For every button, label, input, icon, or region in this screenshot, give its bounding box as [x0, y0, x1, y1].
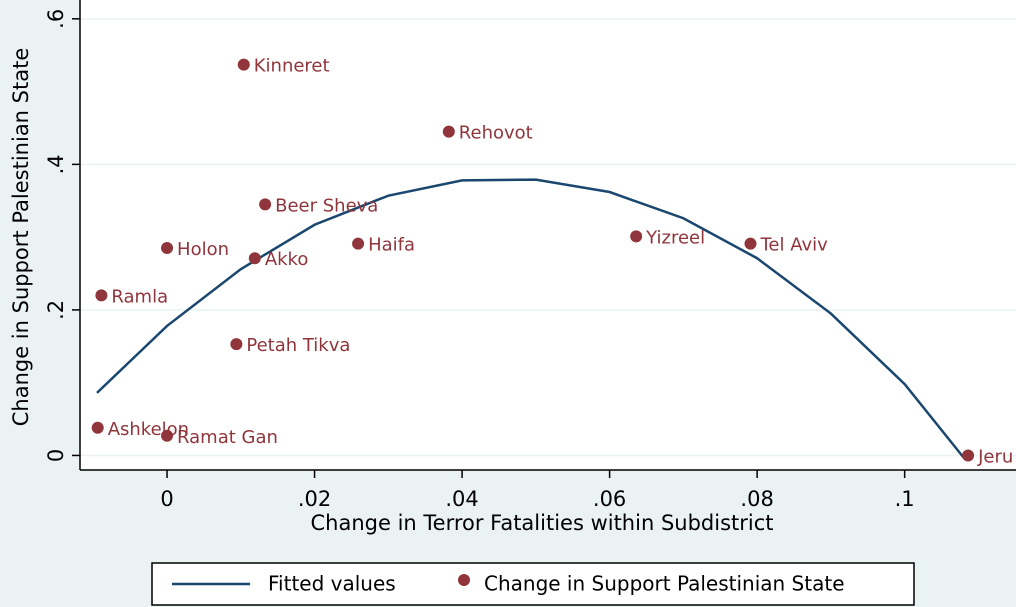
x-tick-label: 0	[160, 487, 173, 511]
point-label: Kinneret	[254, 56, 330, 77]
point	[259, 198, 272, 211]
point-label: Ramat Gan	[177, 427, 278, 448]
plot-area	[80, 0, 1016, 470]
point	[91, 421, 104, 434]
point	[237, 58, 250, 71]
point	[962, 449, 975, 462]
point	[161, 429, 174, 442]
x-tick-label: .06	[593, 487, 626, 511]
point-label: Jeru	[977, 446, 1013, 467]
y-tick-label: .4	[44, 154, 68, 174]
point-label: Rehovot	[459, 123, 533, 144]
legend-label: Fitted values	[268, 572, 396, 596]
x-tick-label: .1	[895, 487, 915, 511]
point	[248, 252, 261, 265]
point-label: Akko	[265, 249, 309, 270]
point-label: Yizreel	[645, 227, 705, 248]
x-tick-label: .04	[445, 487, 478, 511]
point	[442, 125, 455, 138]
y-tick-label: .2	[44, 300, 68, 320]
y-tick-label: 0	[44, 449, 68, 462]
point	[744, 237, 757, 250]
fitted-line	[96, 178, 965, 459]
point	[95, 289, 108, 302]
point-label: Holon	[177, 239, 229, 260]
legend-box	[151, 562, 915, 606]
legend-marker	[458, 574, 470, 586]
point	[630, 230, 643, 243]
point-label: Tel Aviv	[759, 235, 828, 256]
x-tick-label: .02	[298, 487, 331, 511]
y-axis-title: Change in Support Palestinian State	[9, 48, 33, 427]
point-label: Petah Tikva	[246, 335, 350, 356]
legend-label: Change in Support Palestinian State	[484, 572, 845, 596]
x-tick-label: .08	[740, 487, 773, 511]
point	[230, 338, 243, 351]
point	[352, 237, 365, 250]
point-label: Ramla	[111, 286, 168, 307]
y-tick-label: .6	[44, 9, 68, 29]
point-label: Haifa	[368, 235, 415, 256]
point-label: Beer Sheva	[275, 195, 378, 216]
point	[161, 242, 174, 255]
x-axis-title: Change in Terror Fatalities within Subdi…	[311, 511, 774, 535]
